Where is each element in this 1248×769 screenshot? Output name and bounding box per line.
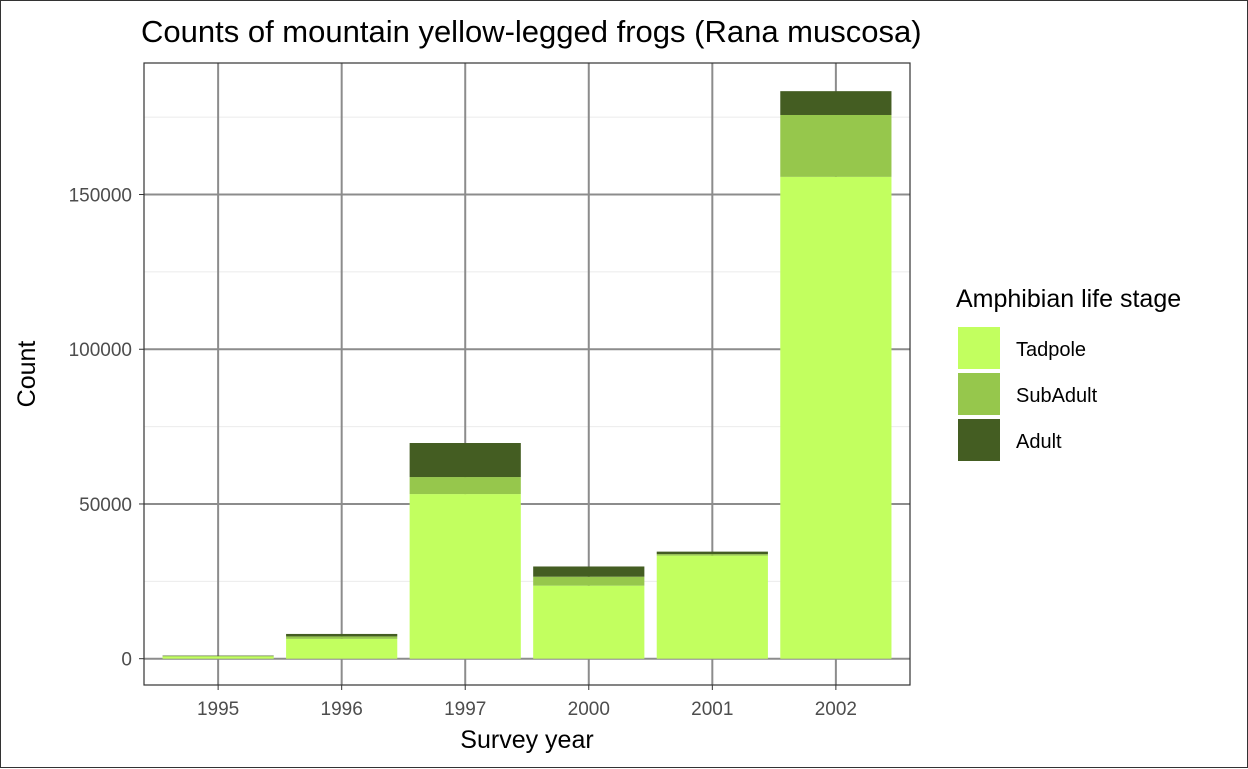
x-axis-title: Survey year (460, 726, 593, 754)
x-tick-label: 2002 (815, 699, 857, 720)
y-tick-label: 100000 (69, 340, 132, 361)
bar-segment-subadult-2000 (533, 577, 644, 586)
bar-segment-adult-2000 (533, 566, 644, 576)
bar-segment-subadult-1996 (286, 636, 397, 638)
legend-title: Amphibian life stage (956, 285, 1181, 313)
legend-label: Adult (1016, 431, 1062, 453)
legend-label: SubAdult (1016, 385, 1098, 407)
bar-segment-tadpole-1995 (163, 657, 274, 659)
plot-area (144, 63, 910, 685)
x-tick-label: 1995 (197, 699, 239, 720)
bar-segment-tadpole-2000 (533, 586, 644, 659)
chart-title: Counts of mountain yellow-legged frogs (… (141, 14, 922, 49)
bar-segment-subadult-1997 (410, 477, 521, 494)
legend-key-tadpole (958, 327, 1000, 369)
y-tick-label: 150000 (69, 186, 132, 207)
x-tick-label: 1997 (444, 699, 486, 720)
bar-segment-adult-2001 (657, 552, 768, 554)
x-tick-label: 2001 (691, 699, 733, 720)
bar-segment-tadpole-2002 (780, 177, 891, 659)
bar-segment-adult-1996 (286, 634, 397, 636)
bar-segment-adult-1997 (410, 443, 521, 477)
legend: Amphibian life stage Tadpole SubAdult Adul… (956, 285, 1181, 461)
y-tick-label: 50000 (79, 495, 132, 516)
y-axis-ticks: 0 50000 100000 150000 (69, 186, 144, 671)
y-axis-title: Count (13, 341, 41, 408)
x-tick-label: 1996 (321, 699, 363, 720)
bar-segment-adult-2002 (780, 91, 891, 115)
legend-key-adult (958, 419, 1000, 461)
bar-segment-subadult-2001 (657, 554, 768, 556)
x-axis-ticks: 1995 1996 1997 2000 2001 2002 (197, 685, 857, 720)
x-tick-label: 2000 (568, 699, 610, 720)
bar-segment-tadpole-1996 (286, 639, 397, 659)
legend-items: Tadpole SubAdult Adult (958, 327, 1098, 461)
bar-segment-tadpole-1997 (410, 494, 521, 659)
legend-key-subadult (958, 373, 1000, 415)
y-tick-label: 0 (121, 650, 132, 671)
bar-segment-subadult-2002 (780, 115, 891, 177)
legend-label: Tadpole (1016, 339, 1086, 361)
bar-segment-tadpole-2001 (657, 556, 768, 659)
